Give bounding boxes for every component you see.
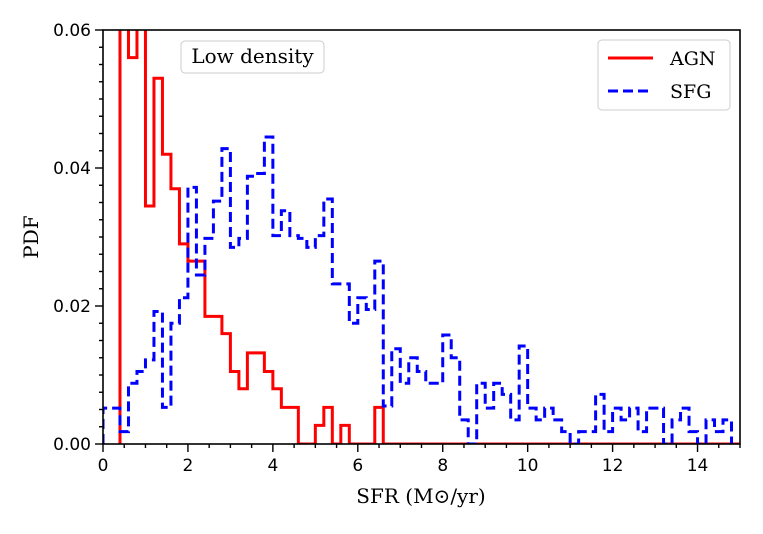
y-tick-label: 0.00 [53, 435, 91, 455]
legend: AGN SFG [597, 39, 731, 111]
y-tick-label: 0.06 [53, 21, 91, 41]
x-axis-label: SFR (M⊙/yr) [356, 484, 485, 508]
x-tick-label: 8 [437, 456, 448, 476]
annotation-frame [180, 40, 325, 74]
legend-label-sfg: SFG [670, 81, 711, 103]
legend-label-agn: AGN [669, 48, 716, 70]
annotation-text: Low density [191, 44, 314, 68]
series-sfg-step [103, 135, 734, 444]
x-tick-label: 4 [267, 456, 278, 476]
series-layer [103, 30, 740, 444]
x-tick-label: 14 [687, 456, 709, 476]
annotation-box: Low density [180, 40, 325, 74]
y-tick-label: 0.04 [53, 159, 91, 179]
x-tick-label: 10 [517, 456, 539, 476]
y-tick-label: 0.02 [53, 297, 91, 317]
x-tick-label: 12 [602, 456, 624, 476]
x-tick-label: 0 [98, 456, 109, 476]
y-axis-label: PDF [19, 215, 43, 258]
x-axis-ticks: 0 2 4 6 8 10 12 14 [98, 444, 741, 476]
x-tick-label: 6 [352, 456, 363, 476]
y-axis-ticks: 0.00 0.02 0.04 0.06 [53, 21, 103, 455]
x-tick-label: 2 [183, 456, 194, 476]
